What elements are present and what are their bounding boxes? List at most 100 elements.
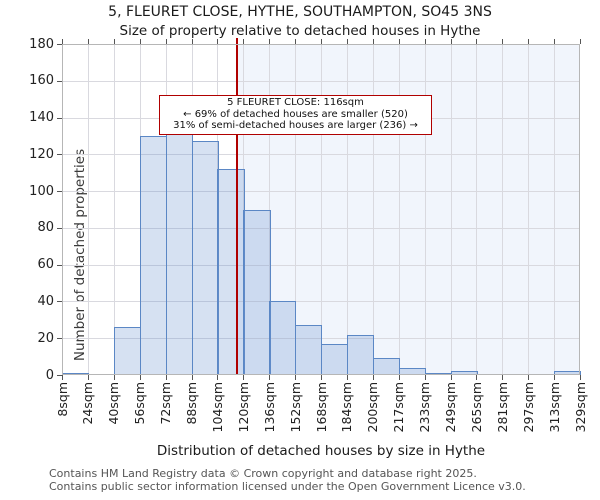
x-axis-tick — [139, 375, 141, 380]
histogram-bar — [424, 373, 452, 375]
x-axis-tick — [295, 375, 297, 380]
x-axis-top-tick — [62, 39, 63, 44]
x-axis-tick-label: 120sqm — [235, 382, 251, 433]
callout-line-1: 5 FLEURET CLOSE: 116sqm — [227, 97, 364, 108]
x-axis-tick-label: 8sqm — [54, 382, 70, 417]
x-axis-tick — [321, 375, 322, 380]
vertical-gridline — [450, 44, 452, 375]
x-axis-tick — [269, 375, 271, 380]
y-axis-tick-label: 60 — [37, 257, 54, 273]
y-axis-tick-label: 0 — [45, 367, 54, 383]
histogram-bar — [62, 373, 90, 375]
histogram-bar — [554, 371, 582, 375]
x-axis-tick — [243, 375, 245, 380]
x-axis-tick-label: 56sqm — [132, 382, 148, 425]
x-axis-tick — [528, 375, 530, 380]
histogram-bar — [217, 169, 245, 375]
x-axis-tick-label: 24sqm — [80, 382, 96, 425]
vertical-gridline — [502, 44, 504, 375]
vertical-gridline — [321, 44, 322, 375]
x-axis-top-tick — [554, 39, 556, 44]
x-axis-tick-label: 88sqm — [184, 382, 199, 425]
footer-line-2: Contains public sector information licen… — [49, 479, 526, 493]
y-axis-tick — [57, 154, 62, 156]
x-axis-tick-label: 168sqm — [313, 382, 329, 433]
x-axis-top-tick — [321, 39, 322, 44]
x-axis-tick — [398, 375, 400, 380]
x-axis-tick-label: 281sqm — [494, 382, 510, 433]
y-axis-tick-label: 160 — [29, 73, 54, 89]
histogram-bar — [372, 358, 401, 375]
x-axis-tick-label: 200sqm — [365, 382, 381, 433]
x-axis-top-tick — [346, 39, 348, 44]
vertical-gridline — [113, 44, 115, 375]
x-axis-top-tick — [424, 39, 426, 44]
y-axis-tick — [57, 80, 62, 82]
x-axis-top-tick — [528, 39, 530, 44]
chart-subtitle: Size of property relative to detached ho… — [119, 23, 481, 39]
y-axis-title: Number of detached properties — [72, 148, 88, 362]
x-axis-tick-label: 152sqm — [287, 382, 303, 433]
x-axis-tick-label: 313sqm — [546, 382, 562, 433]
vertical-gridline — [554, 44, 556, 375]
x-axis-top-tick — [398, 39, 400, 44]
x-axis-top-tick — [502, 39, 504, 44]
histogram-bar — [243, 209, 271, 375]
x-axis-tick-label: 249sqm — [443, 382, 458, 433]
vertical-gridline — [372, 44, 374, 375]
vertical-gridline — [528, 44, 530, 375]
x-axis-top-tick — [580, 39, 581, 44]
y-axis-tick-label: 40 — [37, 293, 54, 309]
x-axis-tick — [554, 375, 556, 380]
x-axis-tick-label: 72sqm — [158, 382, 174, 425]
y-axis-tick — [57, 227, 62, 229]
histogram-bar — [139, 135, 167, 375]
x-axis-tick-label: 233sqm — [417, 382, 433, 433]
x-axis-top-tick — [113, 39, 115, 44]
x-axis-tick — [476, 375, 478, 380]
histogram-bar — [321, 343, 349, 375]
y-axis-tick — [57, 117, 62, 119]
x-axis-tick — [87, 375, 89, 380]
x-axis-title: Distribution of detached houses by size … — [156, 443, 486, 459]
x-axis-tick — [450, 375, 452, 380]
histogram-bar — [269, 301, 297, 375]
x-axis-tick-label: 329sqm — [572, 382, 588, 433]
y-axis-tick-label: 140 — [29, 110, 54, 126]
histogram-bar — [450, 371, 478, 375]
x-axis-tick-label: 217sqm — [391, 382, 407, 433]
x-axis-tick — [62, 375, 63, 380]
x-axis-top-tick — [165, 39, 167, 44]
y-axis-tick-label: 20 — [37, 330, 54, 346]
x-axis-tick — [372, 375, 374, 380]
x-axis-tick-label: 136sqm — [261, 382, 277, 433]
x-axis-top-tick — [372, 39, 374, 44]
histogram-bar — [346, 334, 375, 375]
x-axis-tick-label: 265sqm — [468, 382, 484, 433]
histogram-bar — [295, 325, 323, 375]
x-axis-top-tick — [295, 39, 297, 44]
x-axis-tick — [424, 375, 426, 380]
vertical-gridline — [295, 44, 297, 375]
vertical-gridline — [398, 44, 400, 375]
x-axis-top-tick — [476, 39, 478, 44]
histogram-bar — [165, 99, 193, 375]
x-axis-tick — [191, 375, 193, 380]
footer-line-1: Contains HM Land Registry data © Crown c… — [49, 467, 477, 480]
chart-title: 5, FLEURET CLOSE, HYTHE, SOUTHAMPTON, SO… — [108, 4, 492, 20]
vertical-gridline — [346, 44, 348, 375]
subject-property-marker-line — [236, 38, 238, 375]
x-axis-top-tick — [87, 39, 89, 44]
y-axis-tick-label: 120 — [29, 146, 54, 162]
x-axis-tick-label: 40sqm — [106, 382, 122, 425]
y-axis-tick — [57, 338, 62, 340]
histogram-bar — [191, 141, 219, 375]
attribution-footer: Contains HM Land Registry data © Crown c… — [49, 467, 526, 493]
x-axis-tick-label: 104sqm — [209, 382, 225, 433]
vertical-gridline — [424, 44, 426, 375]
x-axis-top-tick — [191, 39, 193, 44]
x-axis-top-tick — [450, 39, 452, 44]
x-axis-top-tick — [217, 39, 219, 44]
y-axis-tick-label: 180 — [29, 36, 54, 52]
x-axis-tick — [217, 375, 219, 380]
